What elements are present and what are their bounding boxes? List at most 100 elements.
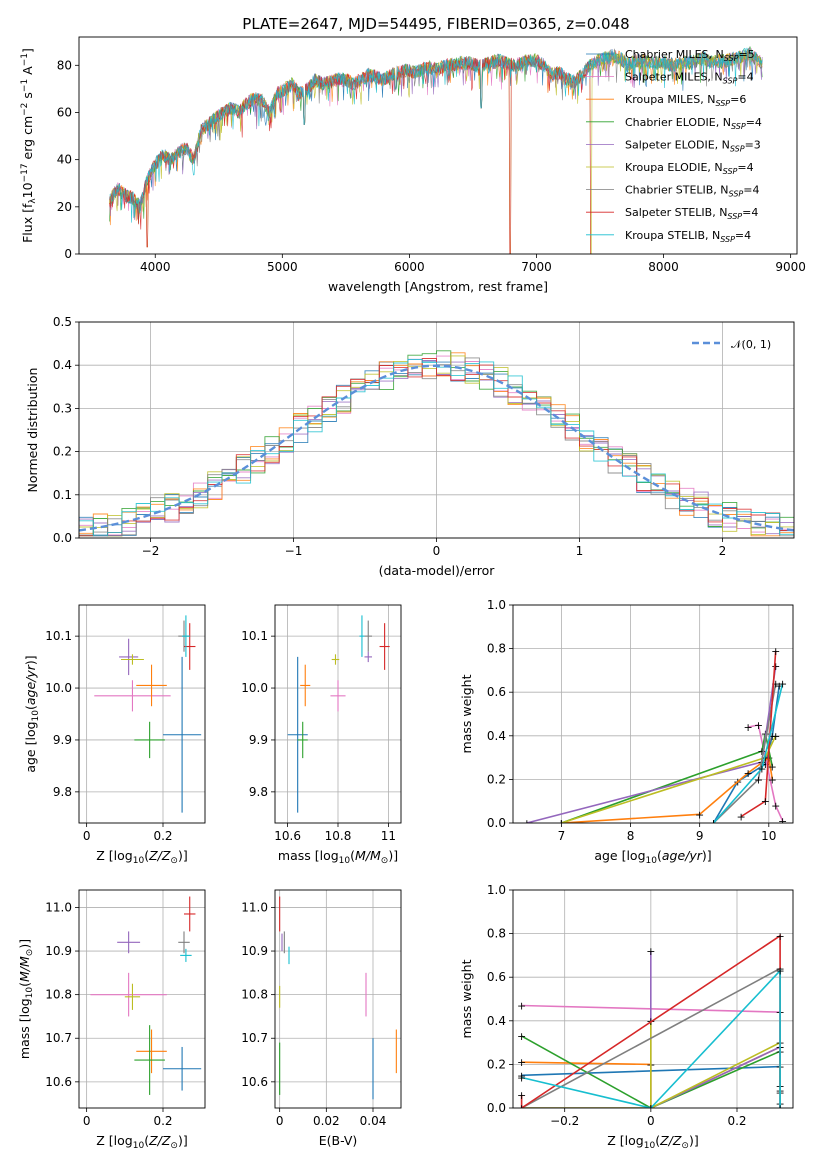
weight-marker: + bbox=[709, 817, 718, 830]
weight-marker: + bbox=[743, 721, 752, 734]
y-tick-label: 10.1 bbox=[241, 629, 268, 643]
figure-title: PLATE=2647, MJD=54495, FIBERID=0365, z=0… bbox=[242, 15, 629, 33]
y-tick-label: 0.4 bbox=[487, 1014, 506, 1028]
weight-marker: + bbox=[771, 660, 780, 673]
weight-marker: + bbox=[761, 752, 770, 765]
errorbar-point bbox=[359, 615, 365, 657]
errorbar-point bbox=[182, 615, 190, 657]
y-tick-label: 1.0 bbox=[487, 883, 506, 897]
errorbar-point bbox=[379, 623, 390, 670]
x-tick-label: 6000 bbox=[394, 260, 425, 274]
weight-marker: + bbox=[517, 1102, 526, 1115]
weight-marker: + bbox=[778, 815, 787, 828]
y-tick-label: 10.9 bbox=[241, 944, 268, 958]
errorbar-point bbox=[184, 896, 196, 932]
legend-entry: Kroupa ELODIE, NSSP=4 bbox=[625, 161, 754, 176]
x-axis-label: age [log10(age/yr)] bbox=[594, 848, 711, 866]
y-tick-label: 11.0 bbox=[45, 900, 72, 914]
ebv_vs_mass-data bbox=[279, 896, 397, 1100]
y-tick-label: 10.9 bbox=[45, 944, 72, 958]
y-axis-label: age [log10(age/yr)] bbox=[23, 655, 41, 772]
weight-marker: + bbox=[761, 758, 770, 771]
weight-marker: + bbox=[517, 1030, 526, 1043]
y-tick-label: 1.0 bbox=[487, 598, 506, 612]
weight-marker: + bbox=[771, 800, 780, 813]
y-axis-label: mass weight bbox=[459, 959, 474, 1038]
y-tick-label: 80 bbox=[57, 58, 72, 72]
x-tick-label: 0 bbox=[83, 829, 91, 843]
spectrum-data bbox=[109, 46, 763, 254]
errorbar-point bbox=[136, 664, 167, 707]
x-tick-label: 10.8 bbox=[325, 829, 352, 843]
age_vs_weight-panel: ++++++ +++++++++++++++++++++++++++7 8 9 10 0.… bbox=[459, 598, 794, 866]
weight-marker: + bbox=[771, 677, 780, 690]
weight-marker: + bbox=[517, 1056, 526, 1069]
axes-frame bbox=[512, 889, 794, 1109]
x-tick-label: 7 bbox=[558, 829, 566, 843]
ebv_vs_mass-panel: 0 0.02 0.04 10.6 10.7 10.8 10.9 11.0 E(B-V) bbox=[241, 889, 402, 1148]
x-axis-label: Z [log10(Z/Z⊙)] bbox=[96, 1133, 187, 1151]
spectrum-line bbox=[109, 47, 763, 223]
y-tick-label: 10.1 bbox=[45, 629, 72, 643]
y-tick-label: 0.8 bbox=[487, 642, 506, 656]
y-tick-label: 10.8 bbox=[241, 988, 268, 1002]
weight-marker: + bbox=[757, 745, 766, 758]
weight-marker: + bbox=[768, 760, 777, 773]
weight-marker: + bbox=[517, 1000, 526, 1013]
axes-frame bbox=[78, 889, 206, 1109]
mass_vs_age-data bbox=[287, 615, 390, 813]
Z_vs_mass-panel: 0 0.2 10.6 10.7 10.8 10.9 11.0 Z [log10(Z/Z⊙)] m… bbox=[17, 889, 206, 1151]
legend-entry: Salpeter ELODIE, NSSP=3 bbox=[625, 138, 761, 153]
legend-entry: Chabrier STELIB, NSSP=4 bbox=[625, 184, 759, 199]
errorbar-point bbox=[90, 972, 167, 1017]
y-axis-label: mass [log10(M/M⊙)] bbox=[17, 939, 35, 1059]
weight-marker: + bbox=[761, 795, 770, 808]
y-tick-label: 9.9 bbox=[53, 733, 72, 747]
x-tick-label: 0.02 bbox=[313, 1114, 340, 1128]
weight-marker: + bbox=[646, 1102, 655, 1115]
weight-marker: + bbox=[557, 817, 566, 830]
y-tick-label: 0 bbox=[64, 247, 72, 261]
x-axis-label: E(B-V) bbox=[319, 1133, 358, 1148]
legend-entry: Chabrier MILES, NSSP=5 bbox=[625, 48, 755, 63]
axes-frame bbox=[78, 604, 206, 824]
errorbar-point bbox=[119, 638, 139, 676]
x-tick-label: −0.2 bbox=[550, 1114, 579, 1128]
weight-marker: + bbox=[775, 680, 784, 693]
weight-series-line bbox=[521, 1020, 781, 1108]
x-tick-label: −2 bbox=[142, 544, 160, 558]
weight-marker: + bbox=[737, 810, 746, 823]
errorbar-point bbox=[300, 664, 311, 707]
x-tick-label: 9000 bbox=[775, 260, 806, 274]
legend-entry: Chabrier ELODIE, NSSP=4 bbox=[625, 116, 762, 131]
y-tick-label: 10.8 bbox=[45, 988, 72, 1002]
y-tick-label: 9.9 bbox=[249, 733, 268, 747]
weight-marker: + bbox=[754, 773, 763, 786]
weight-series-line bbox=[521, 951, 781, 1108]
weight-marker: + bbox=[517, 1071, 526, 1084]
errorbar-point bbox=[287, 656, 308, 813]
errorbar-point bbox=[136, 1029, 167, 1074]
y-tick-label: 10.6 bbox=[45, 1075, 72, 1089]
x-tick-label: 0.04 bbox=[360, 1114, 387, 1128]
weight-marker: + bbox=[557, 817, 566, 830]
spectrum-panel: 4000 5000 6000 7000 8000 9000 0 20 40 60 80 wavelen… bbox=[20, 36, 806, 294]
weight-marker: + bbox=[709, 817, 718, 830]
y-tick-label: 0.0 bbox=[487, 1101, 506, 1115]
weight-marker: + bbox=[775, 1102, 784, 1115]
x-tick-label: 8000 bbox=[648, 260, 679, 274]
axes-frame bbox=[78, 36, 798, 255]
y-tick-label: 10.0 bbox=[45, 681, 72, 695]
errorbar-point bbox=[330, 680, 346, 712]
weight-marker: + bbox=[522, 817, 531, 830]
normal-reference-curve bbox=[79, 364, 794, 532]
weight-series-line bbox=[712, 683, 784, 823]
x-tick-label: 10 bbox=[761, 829, 776, 843]
legend-entry: Salpeter STELIB, NSSP=4 bbox=[625, 206, 758, 221]
y-tick-label: 0.0 bbox=[53, 531, 72, 545]
x-tick-label: 5000 bbox=[267, 260, 298, 274]
y-tick-label: 0.4 bbox=[53, 358, 72, 372]
errorbar-point bbox=[180, 948, 192, 962]
spectrum-line bbox=[109, 48, 763, 220]
